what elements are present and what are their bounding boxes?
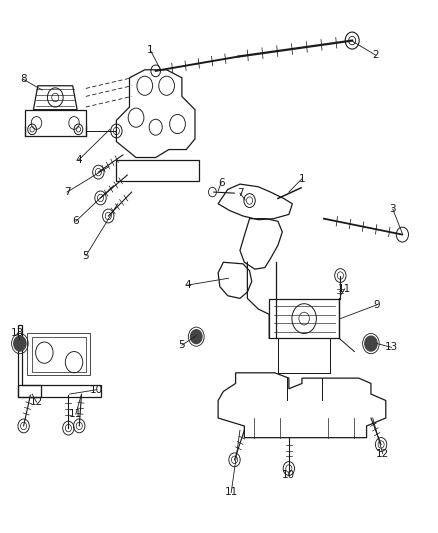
Text: 6: 6 xyxy=(72,216,79,227)
Text: 3: 3 xyxy=(389,204,396,214)
Text: 10: 10 xyxy=(283,470,295,480)
Text: 12: 12 xyxy=(376,449,389,458)
Text: 7: 7 xyxy=(237,188,243,198)
Text: 1: 1 xyxy=(299,174,305,184)
Text: 13: 13 xyxy=(11,328,24,338)
Text: 7: 7 xyxy=(64,187,71,197)
Text: 8: 8 xyxy=(20,75,27,84)
Text: 13: 13 xyxy=(385,342,398,352)
Text: 12: 12 xyxy=(30,397,43,407)
Text: 4: 4 xyxy=(75,155,82,165)
Circle shape xyxy=(14,336,26,351)
Text: 11: 11 xyxy=(225,488,238,497)
Text: 5: 5 xyxy=(82,251,89,261)
Text: 11: 11 xyxy=(338,284,351,294)
Text: 11: 11 xyxy=(69,409,82,419)
Circle shape xyxy=(365,336,377,351)
Text: 4: 4 xyxy=(184,280,191,290)
Text: 6: 6 xyxy=(218,177,225,188)
Circle shape xyxy=(191,330,202,344)
Text: 9: 9 xyxy=(374,300,380,310)
Text: 2: 2 xyxy=(372,50,378,60)
Text: 1: 1 xyxy=(147,45,153,54)
Text: 5: 5 xyxy=(179,340,185,350)
Text: 10: 10 xyxy=(89,385,102,395)
